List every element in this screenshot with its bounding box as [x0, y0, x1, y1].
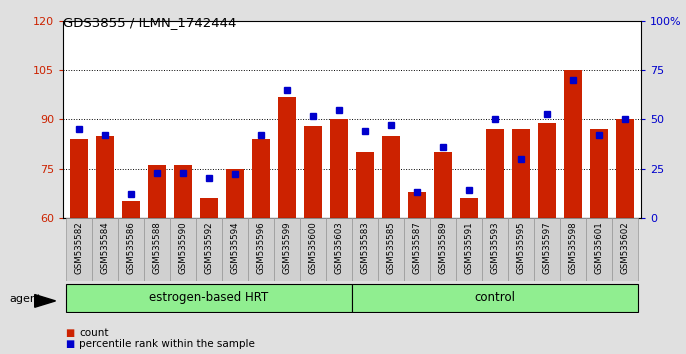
Text: GSM535586: GSM535586 [126, 222, 135, 274]
Text: GSM535587: GSM535587 [412, 222, 421, 274]
FancyBboxPatch shape [300, 218, 326, 281]
Bar [252, 139, 270, 218]
FancyBboxPatch shape [92, 218, 118, 281]
Text: GSM535600: GSM535600 [309, 222, 318, 274]
FancyBboxPatch shape [612, 218, 638, 281]
Text: count: count [79, 329, 108, 338]
Bar [382, 136, 400, 218]
Bar [121, 201, 140, 218]
Bar [304, 126, 322, 218]
Bar [356, 152, 374, 218]
Text: GSM535599: GSM535599 [283, 222, 292, 274]
Bar [200, 198, 218, 218]
Text: percentile rank within the sample: percentile rank within the sample [79, 339, 255, 349]
FancyBboxPatch shape [66, 284, 352, 312]
Bar [226, 169, 244, 218]
Text: agent: agent [9, 294, 41, 304]
FancyBboxPatch shape [586, 218, 612, 281]
Text: GSM535590: GSM535590 [178, 222, 187, 274]
FancyBboxPatch shape [378, 218, 404, 281]
FancyBboxPatch shape [118, 218, 144, 281]
Bar [174, 165, 192, 218]
Text: GSM535601: GSM535601 [595, 222, 604, 274]
Text: ■: ■ [65, 329, 74, 338]
FancyBboxPatch shape [430, 218, 456, 281]
Text: GSM535585: GSM535585 [386, 222, 395, 274]
FancyBboxPatch shape [222, 218, 248, 281]
FancyBboxPatch shape [534, 218, 560, 281]
Text: GSM535591: GSM535591 [464, 222, 473, 274]
Text: GDS3855 / ILMN_1742444: GDS3855 / ILMN_1742444 [63, 16, 237, 29]
Text: GSM535583: GSM535583 [360, 222, 370, 274]
Polygon shape [35, 295, 56, 307]
Text: GSM535582: GSM535582 [74, 222, 83, 274]
FancyBboxPatch shape [560, 218, 586, 281]
Text: GSM535597: GSM535597 [543, 222, 552, 274]
Text: GSM535598: GSM535598 [569, 222, 578, 274]
Bar [69, 139, 88, 218]
Text: GSM535594: GSM535594 [230, 222, 239, 274]
Bar [147, 165, 166, 218]
Bar [460, 198, 478, 218]
Bar [408, 192, 426, 218]
Text: GSM535589: GSM535589 [438, 222, 447, 274]
Bar [486, 129, 504, 218]
FancyBboxPatch shape [352, 218, 378, 281]
FancyBboxPatch shape [404, 218, 430, 281]
FancyBboxPatch shape [144, 218, 170, 281]
FancyBboxPatch shape [482, 218, 508, 281]
FancyBboxPatch shape [352, 284, 638, 312]
FancyBboxPatch shape [274, 218, 300, 281]
FancyBboxPatch shape [326, 218, 352, 281]
FancyBboxPatch shape [66, 218, 92, 281]
Text: GSM535603: GSM535603 [334, 222, 344, 274]
Text: control: control [475, 291, 515, 304]
Bar [512, 129, 530, 218]
Bar [434, 152, 452, 218]
Bar [278, 97, 296, 218]
Text: GSM535588: GSM535588 [152, 222, 161, 274]
FancyBboxPatch shape [456, 218, 482, 281]
Bar [616, 119, 635, 218]
Text: ■: ■ [65, 339, 74, 349]
Text: GSM535584: GSM535584 [100, 222, 109, 274]
Text: estrogen-based HRT: estrogen-based HRT [149, 291, 268, 304]
Text: GSM535595: GSM535595 [517, 222, 525, 274]
Text: GSM535596: GSM535596 [257, 222, 265, 274]
Text: GSM535602: GSM535602 [621, 222, 630, 274]
Text: GSM535592: GSM535592 [204, 222, 213, 274]
Bar [95, 136, 114, 218]
Bar [330, 119, 348, 218]
FancyBboxPatch shape [170, 218, 196, 281]
FancyBboxPatch shape [196, 218, 222, 281]
Bar [590, 129, 608, 218]
Text: GSM535593: GSM535593 [490, 222, 499, 274]
FancyBboxPatch shape [508, 218, 534, 281]
Bar [538, 123, 556, 218]
Bar [564, 70, 582, 218]
FancyBboxPatch shape [248, 218, 274, 281]
